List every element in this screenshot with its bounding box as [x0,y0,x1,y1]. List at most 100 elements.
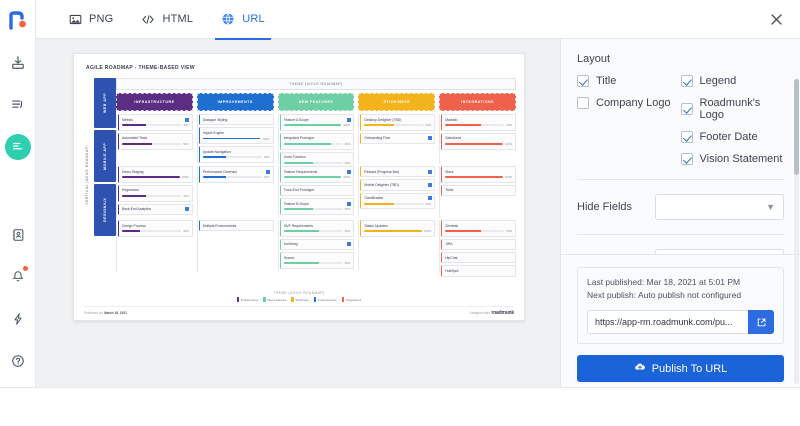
roadmap-card[interactable]: JIRA [441,238,516,250]
divider-1 [577,179,784,180]
designed-with: Designed with roadmunk [469,310,514,316]
roadmap-card[interactable]: Status Updates 100% [360,220,436,237]
legend-swatch [236,297,240,302]
tab-html[interactable]: HTML [127,0,207,39]
roadmap-card[interactable]: Dialogue Styling [198,114,274,126]
roadmap-card[interactable]: Feature A Scope 100% [279,114,355,131]
roadmap-card[interactable]: Design Process 30% [118,220,193,237]
progress-row: 100% [122,175,189,179]
roadmap-card[interactable]: Performance Overhaul 40% [198,166,274,183]
checkbox-box[interactable] [680,153,693,165]
panel-scrollbar-thumb[interactable] [794,79,799,175]
publish-to-url-button[interactable]: Publish To URL [577,355,784,382]
checkbox-title[interactable]: Title [577,75,681,87]
roadmap-card-title: Status Updates [364,223,388,228]
roadmap-card[interactable]: Import Engine 100% [198,127,274,144]
checkbox-roadmunk-s-logo[interactable]: Roadmunk's Logo [680,97,785,121]
progress-row: 40% [122,194,189,198]
owner-badge-icon [427,169,432,174]
progress-row: 100% [445,175,512,179]
published-url-input[interactable]: https://app-rm.roadmunk.com/pu... [587,310,748,334]
roadmap-card[interactable]: Salesforce 100% [441,132,516,150]
tab-url[interactable]: URL [207,0,279,40]
import-icon[interactable] [5,50,31,76]
checkbox-box[interactable] [680,75,693,87]
roadmap-card[interactable]: Front-End Prototype [279,184,355,196]
roadmap-card-title: Import Engine [202,130,224,135]
roadmap-card[interactable]: Back-End Analytics [118,203,193,215]
legend-swatch [291,297,294,302]
roadmap-card[interactable]: Automated Tests 50% [118,132,193,150]
progress-row: 50% [364,123,431,127]
roadmap-card[interactable]: Onboarding Flow [360,132,436,144]
checkbox-box[interactable] [577,75,589,87]
lightning-icon[interactable] [5,306,31,332]
roadmap-card[interactable]: Feature B Scope 50% [279,198,355,215]
progress-percent: 50% [425,201,432,206]
roadmap-cell-rows: Metrics 40% Automated Tests 50% Dialogue Sty… [116,114,516,277]
roadmap-card[interactable]: Desktop Delighter (TBD) 50% [360,114,436,131]
roadmap-card-title: Dialogue Styling [202,117,228,122]
progress-bar [283,176,342,179]
roadmap-card-title: Feature B Scope [283,201,310,206]
divider-2 [577,234,784,235]
roadmap-card[interactable]: Demo Staging 100% [118,166,193,183]
roadmap-card[interactable]: Marketo 60% [441,114,516,131]
progress-bar [202,156,262,159]
roadmap-card[interactable]: Slack 100% [441,166,516,183]
roadmap-cell: Reward (Progress Bar) Mobile Delighter (T… [358,166,436,218]
roadmap-title: AGILE ROADMAP - THEME-BASED VIEW [86,65,195,71]
list-icon[interactable] [5,92,31,118]
roadmap-card[interactable]: Trello [441,184,516,196]
roadmap-card[interactable]: Regression 40% [118,184,193,202]
checkbox-box[interactable] [680,103,693,115]
close-icon[interactable] [769,12,784,27]
roadmap-card[interactable]: MVP Requirements 60% [279,220,355,237]
auto-publish-select[interactable]: Never ▼ [655,249,784,254]
roadmap-card[interactable]: Feature Requirements 100% [279,166,355,183]
roadmap-cell: MVP Requirements 60% Archiving Search 60% [277,220,355,272]
roadmap-icon[interactable] [4,134,31,160]
help-icon[interactable] [5,348,31,374]
progress-percent: 40% [183,123,189,128]
owner-badge-icon [427,196,432,200]
checkbox-legend[interactable]: Legend [680,75,785,87]
panel-scrollbar-track[interactable] [794,79,799,384]
roadmap-card[interactable]: Metrics 40% [118,114,193,131]
checkbox-company-logo[interactable]: Company Logo [577,97,681,109]
progress-row: 50% [283,161,350,165]
roadmap-cell: Slack 100% Trello [439,166,516,218]
owner-badge-icon [427,136,432,141]
progress-row: 60% [445,123,512,127]
contacts-icon[interactable] [5,222,31,248]
roadmap-card[interactable]: HubSpot [441,265,516,277]
progress-bar [445,230,505,233]
roadmap-card[interactable]: Mobile Delighter (TBD) [360,179,436,191]
roadmap-card[interactable]: Zendesk 60% [441,220,516,237]
checkbox-vision-statement[interactable]: Vision Statement [680,153,785,165]
roadmap-card-title: Front-End Prototype [283,188,315,193]
roadmap-cell: Feature Requirements 100% Front-End Protot… [277,166,355,218]
roadmap-card[interactable]: Archiving [279,238,355,250]
roadmap-card[interactable]: Gamification 50% [360,192,436,210]
roadmap-card[interactable]: Search 60% [279,252,355,269]
checkbox-box[interactable] [680,131,693,143]
roadmunk-logo-icon[interactable] [5,8,31,34]
open-url-icon[interactable] [748,310,774,334]
roadmap-card[interactable]: Multiple Environments [198,220,274,232]
checkbox-box[interactable] [577,97,589,109]
progress-percent: 30% [183,229,189,234]
progress-bar [283,262,343,265]
roadmap-card[interactable]: HipChat [441,252,516,264]
roadmap-card[interactable]: Update Navigation 40% [198,146,274,163]
roadmap-card[interactable]: Reward (Progress Bar) [360,166,436,178]
progress-percent: 60% [506,229,512,234]
tab-png[interactable]: PNG [54,0,127,39]
bell-icon[interactable] [5,264,31,290]
hide-fields-select[interactable]: ▼ [655,194,784,220]
roadmap-card[interactable]: Integrated Prototype 80% [279,132,355,150]
checkbox-footer-date[interactable]: Footer Date [680,131,785,143]
roadmap-card-title: Update Navigation [202,149,231,154]
designed-prefix: Designed with [469,311,490,315]
